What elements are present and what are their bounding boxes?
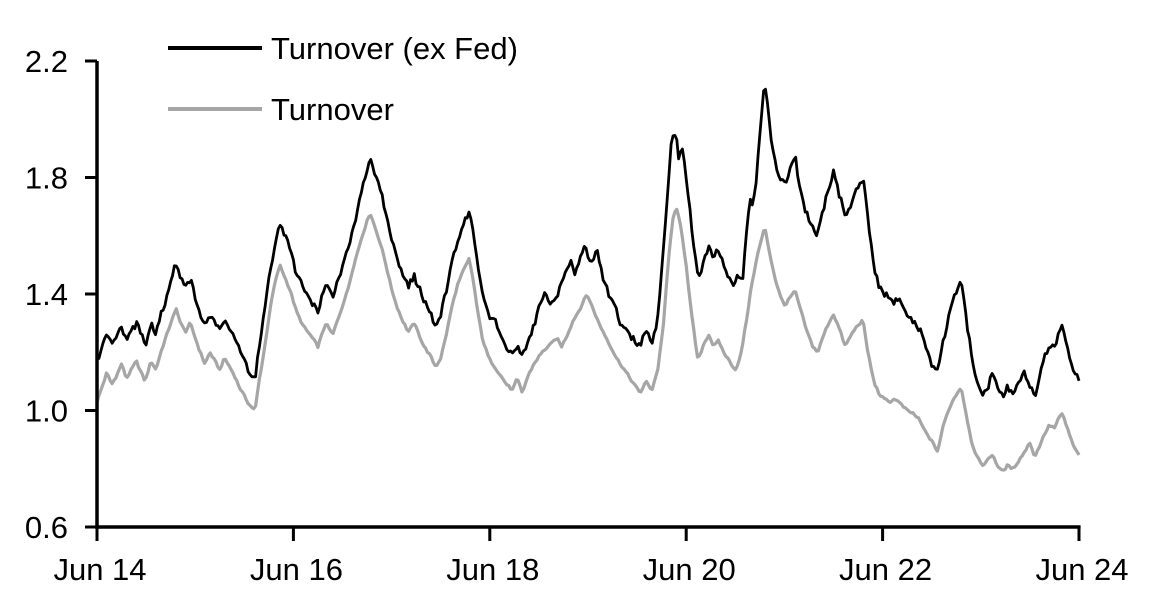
series-line-turnover <box>95 207 1081 472</box>
x-tick-label: Jun 16 <box>250 552 343 587</box>
legend-label-turnover-ex-fed: Turnover (ex Fed) <box>271 30 518 66</box>
y-tick-label: 0.6 <box>25 510 68 545</box>
y-tick-label: 1.8 <box>25 161 68 196</box>
legend-line-swatch-gray <box>168 107 262 111</box>
legend-item-turnover-ex-fed: Turnover (ex Fed) <box>168 29 518 67</box>
legend-item-turnover: Turnover <box>168 90 518 128</box>
legend-label-turnover: Turnover <box>271 91 394 127</box>
x-tick-label: Jun 24 <box>1035 552 1128 587</box>
x-tick-label: Jun 20 <box>643 552 736 587</box>
series-line-turnover-ex-fed <box>96 87 1081 399</box>
x-tick-label: Jun 22 <box>839 552 932 587</box>
x-tick-label: Jun 18 <box>446 552 539 587</box>
legend-line-swatch-black <box>168 46 262 50</box>
x-tick-label: Jun 14 <box>53 552 146 587</box>
y-tick-label: 1.0 <box>25 394 68 429</box>
chart-legend: Turnover (ex Fed) Turnover <box>168 29 518 128</box>
y-tick-label: 2.2 <box>25 44 68 79</box>
y-tick-label: 1.4 <box>25 277 68 312</box>
